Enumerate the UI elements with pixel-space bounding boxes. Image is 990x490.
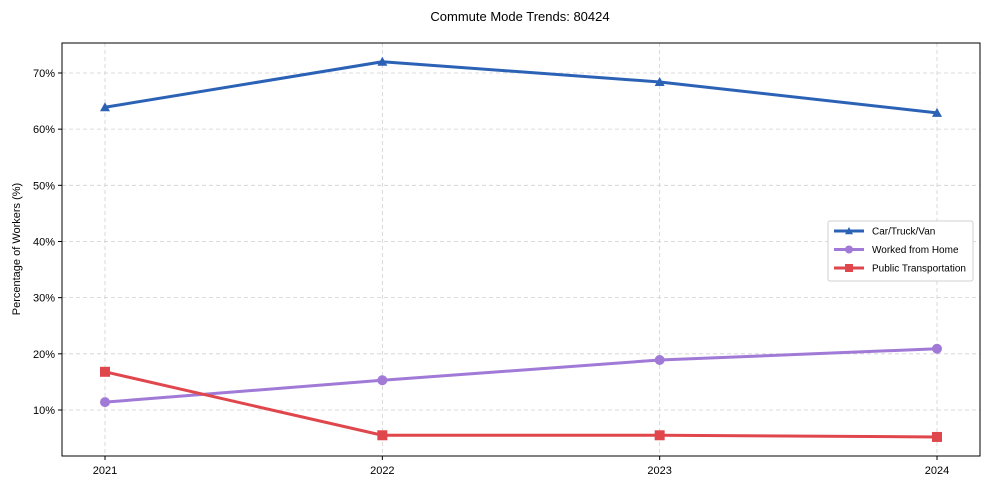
series-lines — [100, 56, 942, 442]
x-tick-label: 2021 — [93, 465, 117, 477]
triangle-marker — [845, 227, 853, 235]
legend-label: Worked from Home — [872, 245, 959, 256]
legend-item: Car/Truck/Van — [834, 227, 935, 238]
square-marker — [100, 366, 110, 377]
circle-marker — [845, 245, 853, 254]
legend-item: Worked from Home — [834, 245, 959, 256]
series-line — [104, 60, 938, 115]
y-tick-label: 70% — [33, 68, 55, 80]
chart-title: Commute Mode Trends: 80424 — [430, 9, 609, 24]
legend-label: Public Transportation — [872, 264, 966, 275]
square-marker — [845, 264, 853, 272]
triangle-marker — [654, 76, 665, 86]
x-tick-label: 2022 — [370, 465, 394, 477]
x-tick-label: 2023 — [647, 465, 671, 477]
legend-item: Public Transportation — [834, 264, 966, 275]
triangle-marker — [377, 56, 388, 66]
square-marker — [377, 430, 388, 441]
y-tick-label: 20% — [33, 349, 55, 361]
series-line — [104, 347, 938, 404]
y-tick-label: 30% — [33, 293, 55, 305]
y-tick-label: 60% — [33, 124, 55, 136]
legend: Car/Truck/Van Worked from Home Public Tran… — [827, 220, 974, 282]
y-axis-label: Percentage of Workers (%) — [11, 183, 23, 315]
y-tick-label: 40% — [33, 236, 55, 248]
legend-label: Car/Truck/Van — [872, 227, 935, 238]
y-tick-label: 50% — [33, 180, 55, 192]
circle-marker — [377, 375, 388, 386]
circle-marker — [100, 397, 110, 408]
x-axis: 2021 2022 2023 2024 — [93, 456, 949, 477]
series-worked-from-home — [100, 343, 942, 408]
series-car-truck-van — [100, 56, 942, 117]
y-tick-label: 10% — [33, 405, 55, 417]
triangle-marker — [932, 107, 942, 117]
circle-marker — [932, 343, 942, 354]
y-axis: 10% 20% 30% 40% 50% 60% 70% — [33, 68, 62, 417]
series-line — [104, 370, 938, 439]
square-marker — [932, 431, 942, 442]
plot-frame — [61, 42, 981, 457]
series-public-transportation — [100, 366, 942, 442]
square-marker — [654, 430, 665, 441]
x-tick-label: 2024 — [925, 465, 949, 477]
circle-marker — [654, 355, 665, 366]
legend-box — [827, 220, 974, 282]
triangle-marker — [100, 102, 110, 112]
